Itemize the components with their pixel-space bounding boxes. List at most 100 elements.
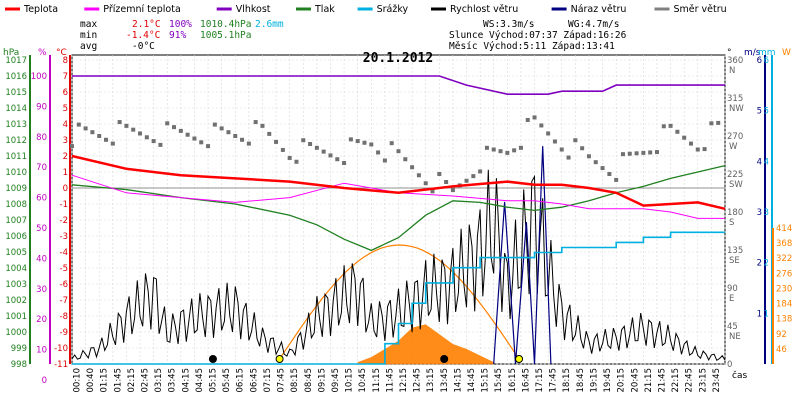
axis-degc-unit: °C <box>56 48 67 58</box>
moonrise-marker <box>208 355 217 363</box>
axis-degc-tick: -5 <box>60 264 68 274</box>
axis-dir-name: NE <box>729 332 741 342</box>
wind-direction-point <box>104 137 109 142</box>
x-tick-label: 15:45 <box>494 368 504 393</box>
axis-degc-tick: 8 <box>63 56 68 66</box>
axis-hpa-tick: 1001 <box>5 312 27 322</box>
axis-pct-tick: 70 <box>36 163 47 173</box>
wind-direction-point <box>97 134 102 138</box>
axis-dir-name: S <box>729 218 734 228</box>
axis-degc-tick: -11 <box>54 360 68 370</box>
x-tick-label: 21:15 <box>644 368 654 393</box>
axis-degc-tick: 7 <box>63 72 68 82</box>
x-tick-label: 22:15 <box>671 368 681 393</box>
wind-direction-point <box>552 139 557 144</box>
axis-dir-tick: 225 <box>727 170 743 180</box>
wind-direction-point <box>559 147 564 152</box>
x-tick-label: 06:15 <box>236 368 246 393</box>
legend-label: Tlak <box>314 4 335 15</box>
x-tick-label: 12:15 <box>399 368 409 393</box>
x-tick-label: 07:15 <box>263 368 273 393</box>
wind-direction-point <box>675 129 680 134</box>
axis-mm-tick: 6 <box>764 56 769 66</box>
pressure-line <box>71 164 726 252</box>
wind-gust-line <box>493 146 552 365</box>
wind-direction-point <box>70 144 74 149</box>
x-tick-label: 22:45 <box>685 368 695 393</box>
stats-min-label: min <box>80 30 97 41</box>
wind-direction-point <box>654 150 659 155</box>
axis-degc-tick: 6 <box>63 88 68 98</box>
axis-w-tick: 92 <box>776 330 787 340</box>
axis-hpa-unit: hPa <box>3 48 19 58</box>
axis-hpa-tick: 1013 <box>5 120 27 130</box>
stats-avg-temp: -0°C <box>132 41 155 52</box>
wind-direction-point <box>369 142 374 147</box>
x-tick-label: 16:45 <box>521 368 531 393</box>
wind-direction-point <box>308 142 313 147</box>
axis-dir-tick: 360 <box>727 56 743 66</box>
wind-direction-point <box>355 139 360 144</box>
wind-direction-point <box>471 174 476 179</box>
wind-direction-point <box>661 124 666 129</box>
axis-mm-tick: 4 <box>764 157 769 167</box>
temperature-line <box>71 154 726 211</box>
wind-direction-point <box>342 161 347 166</box>
wind-direction-point <box>212 122 217 127</box>
legend-label: Teplota <box>23 4 58 15</box>
axis-pct-tick: 50 <box>36 224 47 234</box>
axis-degc-tick: -4 <box>60 248 68 258</box>
legend-label: Přízemní teplota <box>103 4 180 15</box>
axis-hpa-tick: 1009 <box>5 184 27 194</box>
wind-direction-point <box>382 158 387 163</box>
axis-hpa-tick: 1017 <box>5 56 27 66</box>
axis-w-tick: 276 <box>776 269 792 279</box>
wind-direction-point <box>294 159 299 164</box>
axis-ms-tick: 4 <box>757 157 762 167</box>
wind-direction-point <box>600 166 605 171</box>
wind-direction-point <box>178 128 183 133</box>
axis-w-tick: 230 <box>776 284 792 294</box>
wind-direction-point <box>403 157 408 162</box>
axis-ms-tick: 2 <box>757 259 762 269</box>
axis-ms-tick: 6 <box>757 56 762 66</box>
axis-w-tick: 322 <box>776 254 792 264</box>
wind-direction-point <box>110 141 115 146</box>
wind-direction-point <box>586 154 591 159</box>
axis-pct-tick: 10 <box>36 346 47 356</box>
x-tick-label: 02:45 <box>141 368 151 393</box>
wind-direction-point <box>287 155 292 160</box>
wind-direction-point <box>695 147 700 152</box>
axis-hpa-tick: 999 <box>11 344 27 354</box>
axis-dir-name: SE <box>729 256 740 266</box>
axis-hpa-tick: 1011 <box>5 152 27 162</box>
axis-dir-name: W <box>729 142 738 152</box>
axis-hpa-tick: 1007 <box>5 216 27 226</box>
legend-label: Rychlost větru <box>450 4 518 15</box>
stats-wg: WG:4.7m/s <box>568 19 619 30</box>
axis-pct-tick: 30 <box>36 285 47 295</box>
wind-direction-point <box>314 145 319 150</box>
x-tick-label: 16:15 <box>508 368 518 393</box>
wind-direction-point <box>688 141 693 146</box>
stats-max-rain: 2.6mm <box>255 19 284 30</box>
wind-direction-point <box>580 146 585 151</box>
axis-dir-name: SW <box>729 180 743 190</box>
axis-pct-tick: 0 <box>42 376 47 386</box>
axis-pct-tick: 60 <box>36 194 47 204</box>
stats-avg-label: avg <box>80 41 97 52</box>
wind-direction-point <box>117 120 122 125</box>
wind-direction-point <box>165 121 170 126</box>
axis-hpa-tick: 1002 <box>5 296 27 306</box>
axis-degc-tick: -8 <box>60 312 68 322</box>
axis-degc-tick: -1 <box>60 200 68 210</box>
axis-pct-tick: 80 <box>36 133 47 143</box>
stats-max-hum: 100% <box>169 19 192 30</box>
wind-direction-point <box>328 153 333 158</box>
stats-min-hum: 91% <box>169 30 186 41</box>
axis-hpa-tick: 1003 <box>5 280 27 290</box>
wind-direction-point <box>464 178 469 183</box>
wind-direction-point <box>484 145 489 150</box>
wind-direction-point <box>335 157 340 162</box>
